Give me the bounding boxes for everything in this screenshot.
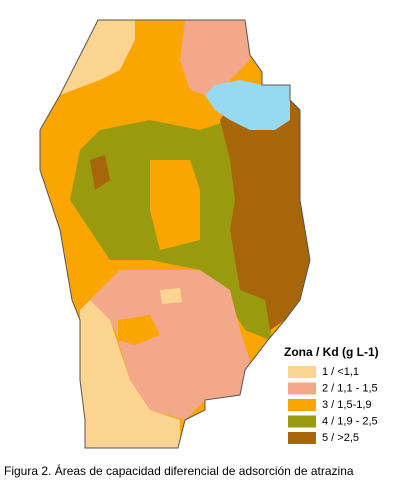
caption: Figura 2. Áreas de capacidad diferencial… (4, 463, 354, 478)
zone-area (180, 20, 250, 100)
legend: 1 / <1,1 2 / 1,1 - 1,5 3 / 1,5-1,9 4 / 1,9 … (288, 366, 378, 444)
legend-label: 1 / <1,1 (322, 366, 359, 378)
legend-swatch (288, 399, 316, 411)
province-outline (39, 19, 311, 449)
zone-area (60, 20, 135, 95)
zone-area (150, 160, 200, 250)
legend-label: 2 / 1,1 - 1,5 (322, 382, 378, 394)
legend-swatch (288, 432, 316, 444)
map (40, 20, 310, 448)
legend-label: 3 / 1,5-1,9 (322, 399, 372, 411)
legend-label: 5 / >2,5 (322, 432, 359, 444)
zone-area (118, 315, 160, 345)
lake (205, 80, 290, 130)
zone-area (220, 90, 310, 330)
legend-swatch (288, 366, 316, 378)
legend-title: Zona / Kd (g L-1) (284, 345, 379, 359)
zone-area (160, 288, 182, 304)
zone-area (90, 155, 110, 190)
legend-label: 4 / 1,9 - 2,5 (322, 415, 378, 427)
zone-area (90, 270, 250, 420)
legend-swatch (288, 415, 316, 428)
legend-swatch (288, 382, 316, 395)
zone-area (80, 300, 180, 448)
